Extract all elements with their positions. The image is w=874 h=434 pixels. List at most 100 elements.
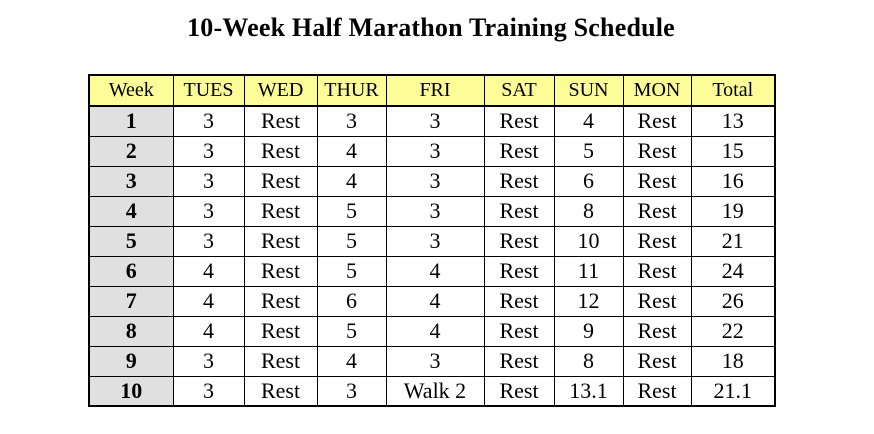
cell-tues: 3 (172, 165, 245, 197)
table-row: 2 3 Rest 4 3 Rest 5 Rest 15 (88, 135, 776, 167)
table-row: 5 3 Rest 5 3 Rest 10 Rest 21 (88, 225, 776, 257)
week-cell: 8 (88, 315, 174, 347)
table-row: 9 3 Rest 4 3 Rest 8 Rest 18 (88, 345, 776, 377)
cell-thur: 5 (316, 195, 387, 227)
cell-thur: 4 (316, 135, 387, 167)
table-row: 3 3 Rest 4 3 Rest 6 Rest 16 (88, 165, 776, 197)
cell-wed: Rest (243, 315, 318, 347)
cell-mon: Rest (622, 345, 692, 377)
cell-tues: 4 (172, 255, 245, 287)
week-cell: 9 (88, 345, 174, 377)
cell-wed: Rest (243, 165, 318, 197)
cell-mon: Rest (622, 165, 692, 197)
col-header-wed: WED (243, 74, 318, 107)
cell-fri: 3 (385, 225, 485, 257)
cell-sat: Rest (483, 345, 555, 377)
cell-fri: 3 (385, 135, 485, 167)
cell-mon: Rest (622, 195, 692, 227)
week-cell: 10 (88, 375, 174, 407)
cell-wed: Rest (243, 255, 318, 287)
cell-sun: 6 (553, 165, 624, 197)
cell-sun: 11 (553, 255, 624, 287)
table-row: 4 3 Rest 5 3 Rest 8 Rest 19 (88, 195, 776, 227)
cell-total: 15 (690, 135, 776, 167)
cell-fri: 3 (385, 195, 485, 227)
header-row: Week TUES WED THUR FRI SAT SUN MON Total (88, 74, 776, 107)
week-cell: 5 (88, 225, 174, 257)
col-header-sun: SUN (553, 74, 624, 107)
week-cell: 4 (88, 195, 174, 227)
col-header-total: Total (690, 74, 776, 107)
cell-mon: Rest (622, 255, 692, 287)
col-header-thur: THUR (316, 74, 387, 107)
cell-sat: Rest (483, 375, 555, 407)
cell-sun: 10 (553, 225, 624, 257)
cell-sun: 12 (553, 285, 624, 317)
cell-thur: 5 (316, 315, 387, 347)
week-cell: 6 (88, 255, 174, 287)
cell-fri: 3 (385, 165, 485, 197)
cell-thur: 5 (316, 225, 387, 257)
cell-wed: Rest (243, 105, 318, 137)
cell-sun: 4 (553, 105, 624, 137)
training-schedule-table: Week TUES WED THUR FRI SAT SUN MON Total… (88, 74, 776, 407)
cell-wed: Rest (243, 285, 318, 317)
cell-mon: Rest (622, 105, 692, 137)
cell-wed: Rest (243, 345, 318, 377)
table-row: 10 3 Rest 3 Walk 2 Rest 13.1 Rest 21.1 (88, 375, 776, 407)
table-row: 6 4 Rest 5 4 Rest 11 Rest 24 (88, 255, 776, 287)
week-cell: 2 (88, 135, 174, 167)
cell-mon: Rest (622, 135, 692, 167)
cell-mon: Rest (622, 375, 692, 407)
col-header-sat: SAT (483, 74, 555, 107)
cell-wed: Rest (243, 195, 318, 227)
cell-sat: Rest (483, 195, 555, 227)
cell-sat: Rest (483, 105, 555, 137)
week-cell: 3 (88, 165, 174, 197)
cell-mon: Rest (622, 225, 692, 257)
cell-tues: 3 (172, 225, 245, 257)
cell-total: 18 (690, 345, 776, 377)
col-header-fri: FRI (385, 74, 485, 107)
cell-sat: Rest (483, 165, 555, 197)
table-row: 8 4 Rest 5 4 Rest 9 Rest 22 (88, 315, 776, 347)
cell-total: 21 (690, 225, 776, 257)
week-cell: 7 (88, 285, 174, 317)
cell-tues: 3 (172, 105, 245, 137)
cell-tues: 3 (172, 345, 245, 377)
col-header-week: Week (88, 74, 174, 107)
cell-tues: 3 (172, 195, 245, 227)
week-cell: 1 (88, 105, 174, 137)
cell-sat: Rest (483, 225, 555, 257)
cell-tues: 4 (172, 315, 245, 347)
cell-wed: Rest (243, 135, 318, 167)
cell-wed: Rest (243, 225, 318, 257)
table-row: 1 3 Rest 3 3 Rest 4 Rest 13 (88, 105, 776, 137)
cell-fri: 4 (385, 255, 485, 287)
cell-total: 26 (690, 285, 776, 317)
cell-thur: 4 (316, 345, 387, 377)
cell-sun: 13.1 (553, 375, 624, 407)
cell-sat: Rest (483, 285, 555, 317)
cell-sun: 9 (553, 315, 624, 347)
cell-fri: 3 (385, 345, 485, 377)
cell-thur: 5 (316, 255, 387, 287)
cell-thur: 4 (316, 165, 387, 197)
cell-total: 22 (690, 315, 776, 347)
cell-total: 24 (690, 255, 776, 287)
cell-total: 19 (690, 195, 776, 227)
col-header-mon: MON (622, 74, 692, 107)
page-title: 10-Week Half Marathon Training Schedule (187, 13, 675, 42)
cell-sat: Rest (483, 315, 555, 347)
cell-tues: 4 (172, 285, 245, 317)
cell-tues: 3 (172, 135, 245, 167)
cell-thur: 3 (316, 375, 387, 407)
cell-sat: Rest (483, 255, 555, 287)
cell-total: 21.1 (690, 375, 776, 407)
table-header: Week TUES WED THUR FRI SAT SUN MON Total (88, 74, 776, 107)
table-row: 7 4 Rest 6 4 Rest 12 Rest 26 (88, 285, 776, 317)
cell-fri: 4 (385, 315, 485, 347)
cell-sun: 8 (553, 345, 624, 377)
cell-total: 13 (690, 105, 776, 137)
col-header-tues: TUES (172, 74, 245, 107)
